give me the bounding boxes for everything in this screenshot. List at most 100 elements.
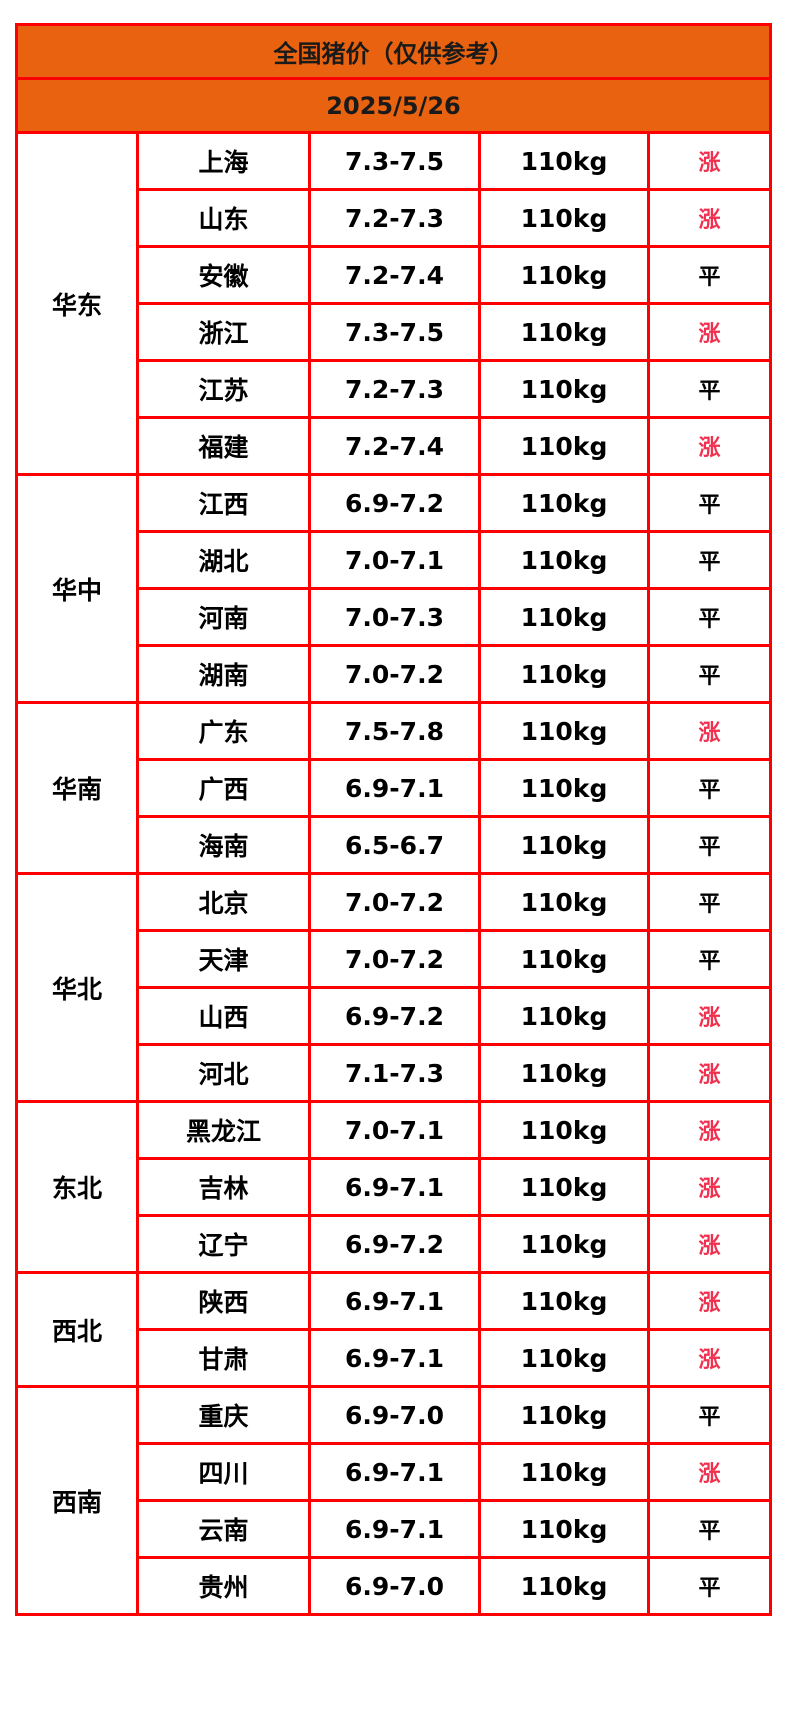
- region-cell: 华北: [15, 872, 139, 1103]
- price-cell: 6.9-7.1: [308, 1442, 481, 1502]
- region-cell: 华东: [15, 131, 139, 476]
- table-row: 西北 陕西 6.9-7.1 110kg 涨: [15, 1271, 773, 1388]
- table-row: 云南 6.9-7.1 110kg 平: [17, 1499, 773, 1559]
- province-cell: 辽宁: [136, 1214, 311, 1274]
- region-cell: 东北: [15, 1100, 139, 1274]
- trend-cell: 涨: [646, 1043, 773, 1103]
- price-cell: 7.2-7.4: [308, 245, 481, 305]
- province-cell: 河南: [136, 587, 311, 647]
- table-row: 西南 重庆 6.9-7.0 110kg 平: [15, 1385, 773, 1616]
- price-cell: 7.0-7.1: [308, 1100, 481, 1160]
- trend-cell: 平: [646, 530, 773, 590]
- region-cell: 华中: [15, 473, 139, 704]
- weight-cell: 110kg: [478, 1499, 650, 1559]
- trend-cell: 平: [646, 1499, 773, 1559]
- province-cell: 广东: [136, 701, 311, 761]
- trend-cell: 涨: [646, 1100, 773, 1160]
- table-row: 东北 黑龙江 7.0-7.1 110kg 涨: [15, 1100, 773, 1274]
- province-cell: 山西: [136, 986, 311, 1046]
- province-cell: 上海: [136, 131, 311, 191]
- weight-cell: 110kg: [478, 1157, 650, 1217]
- table-row: 四川 6.9-7.1 110kg 涨: [17, 1442, 773, 1502]
- province-cell: 福建: [136, 416, 311, 476]
- trend-cell: 平: [646, 359, 773, 419]
- table-row: 浙江 7.3-7.5 110kg 涨: [17, 302, 773, 362]
- weight-cell: 110kg: [478, 986, 650, 1046]
- weight-cell: 110kg: [478, 929, 650, 989]
- trend-cell: 平: [646, 1556, 773, 1616]
- table-row: 河南 7.0-7.3 110kg 平: [17, 587, 773, 647]
- weight-cell: 110kg: [478, 1214, 650, 1274]
- trend-cell: 平: [646, 473, 773, 533]
- weight-cell: 110kg: [478, 1043, 650, 1103]
- price-cell: 7.0-7.3: [308, 587, 481, 647]
- trend-cell: 平: [646, 587, 773, 647]
- table-row: 辽宁 6.9-7.2 110kg 涨: [17, 1214, 773, 1274]
- table-row: 湖南 7.0-7.2 110kg 平: [17, 644, 773, 704]
- weight-cell: 110kg: [478, 1442, 650, 1502]
- price-cell: 6.9-7.1: [308, 1157, 481, 1217]
- region-cell: 西南: [15, 1385, 139, 1616]
- price-cell: 6.9-7.0: [308, 1385, 481, 1445]
- province-cell: 山东: [136, 188, 311, 248]
- price-cell: 6.5-6.7: [308, 815, 481, 875]
- trend-cell: 涨: [646, 1328, 773, 1388]
- weight-cell: 110kg: [478, 245, 650, 305]
- weight-cell: 110kg: [478, 302, 650, 362]
- trend-cell: 涨: [646, 188, 773, 248]
- trend-cell: 涨: [646, 302, 773, 362]
- trend-cell: 平: [646, 929, 773, 989]
- weight-cell: 110kg: [478, 1328, 650, 1388]
- table-row: 山东 7.2-7.3 110kg 涨: [17, 188, 773, 248]
- price-cell: 6.9-7.2: [308, 473, 481, 533]
- price-cell: 6.9-7.1: [308, 1271, 481, 1331]
- price-cell: 7.2-7.3: [308, 359, 481, 419]
- price-cell: 7.3-7.5: [308, 131, 481, 191]
- province-cell: 江苏: [136, 359, 311, 419]
- trend-cell: 涨: [646, 1442, 773, 1502]
- table-row: 海南 6.5-6.7 110kg 平: [17, 815, 773, 875]
- weight-cell: 110kg: [478, 1271, 650, 1331]
- price-cell: 6.9-7.2: [308, 986, 481, 1046]
- weight-cell: 110kg: [478, 188, 650, 248]
- table-row: 广西 6.9-7.1 110kg 平: [17, 758, 773, 818]
- weight-cell: 110kg: [478, 701, 650, 761]
- table-row: 河北 7.1-7.3 110kg 涨: [17, 1043, 773, 1103]
- province-cell: 陕西: [136, 1271, 311, 1331]
- price-cell: 7.5-7.8: [308, 701, 481, 761]
- weight-cell: 110kg: [478, 473, 650, 533]
- price-cell: 7.0-7.2: [308, 872, 481, 932]
- province-cell: 湖南: [136, 644, 311, 704]
- province-cell: 北京: [136, 872, 311, 932]
- trend-cell: 平: [646, 1385, 773, 1445]
- weight-cell: 110kg: [478, 1100, 650, 1160]
- province-cell: 安徽: [136, 245, 311, 305]
- weight-cell: 110kg: [478, 1556, 650, 1616]
- weight-cell: 110kg: [478, 587, 650, 647]
- table-row: 华南 广东 7.5-7.8 110kg 涨: [15, 701, 773, 875]
- price-cell: 7.0-7.1: [308, 530, 481, 590]
- region-cell: 华南: [15, 701, 139, 875]
- region-cell: 西北: [15, 1271, 139, 1388]
- weight-cell: 110kg: [478, 815, 650, 875]
- trend-cell: 涨: [646, 416, 773, 476]
- province-cell: 河北: [136, 1043, 311, 1103]
- trend-cell: 涨: [646, 1214, 773, 1274]
- trend-cell: 平: [646, 758, 773, 818]
- province-cell: 贵州: [136, 1556, 311, 1616]
- table-row: 天津 7.0-7.2 110kg 平: [17, 929, 773, 989]
- table-row: 安徽 7.2-7.4 110kg 平: [17, 245, 773, 305]
- trend-cell: 平: [646, 644, 773, 704]
- weight-cell: 110kg: [478, 644, 650, 704]
- weight-cell: 110kg: [478, 359, 650, 419]
- weight-cell: 110kg: [478, 131, 650, 191]
- trend-cell: 涨: [646, 701, 773, 761]
- price-cell: 7.0-7.2: [308, 929, 481, 989]
- table-row: 吉林 6.9-7.1 110kg 涨: [17, 1157, 773, 1217]
- trend-cell: 涨: [646, 1271, 773, 1331]
- trend-cell: 涨: [646, 1157, 773, 1217]
- table-row: 贵州 6.9-7.0 110kg 平: [17, 1556, 773, 1616]
- weight-cell: 110kg: [478, 1385, 650, 1445]
- province-cell: 四川: [136, 1442, 311, 1502]
- trend-cell: 涨: [646, 131, 773, 191]
